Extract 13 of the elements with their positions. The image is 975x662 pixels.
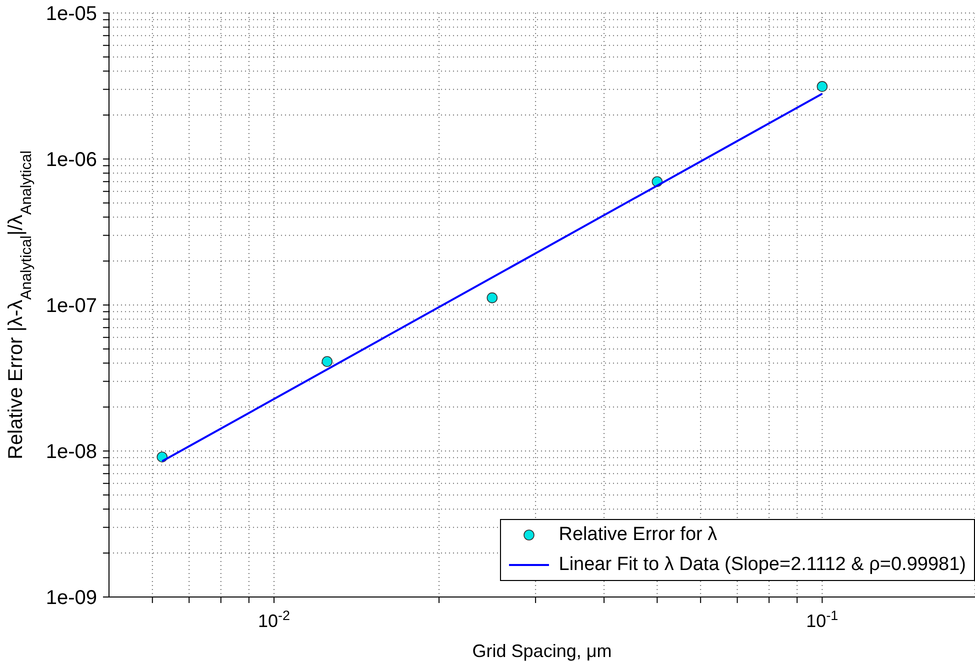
legend-label: Relative Error for λ bbox=[558, 524, 718, 546]
y-tick-label: 1e-08 bbox=[46, 441, 97, 463]
y-tick-label: 1e-06 bbox=[46, 149, 97, 171]
y-tick-label: 1e-05 bbox=[46, 3, 97, 25]
y-tick-label: 1e-07 bbox=[46, 295, 97, 317]
point bbox=[816, 81, 828, 92]
legend-label: Linear Fit to λ Data (Slope=2.1112 & ρ=0.99981) bbox=[558, 554, 966, 576]
point bbox=[486, 292, 498, 304]
x-tick-label: 10$^{-1}$ bbox=[806, 608, 838, 631]
y-tick-label: 1e-09 bbox=[46, 587, 97, 609]
x-axis-title: Grid Spacing, μm bbox=[472, 641, 612, 661]
x-tick-label: 10$^{-2}$ bbox=[258, 608, 290, 631]
point bbox=[322, 356, 333, 367]
